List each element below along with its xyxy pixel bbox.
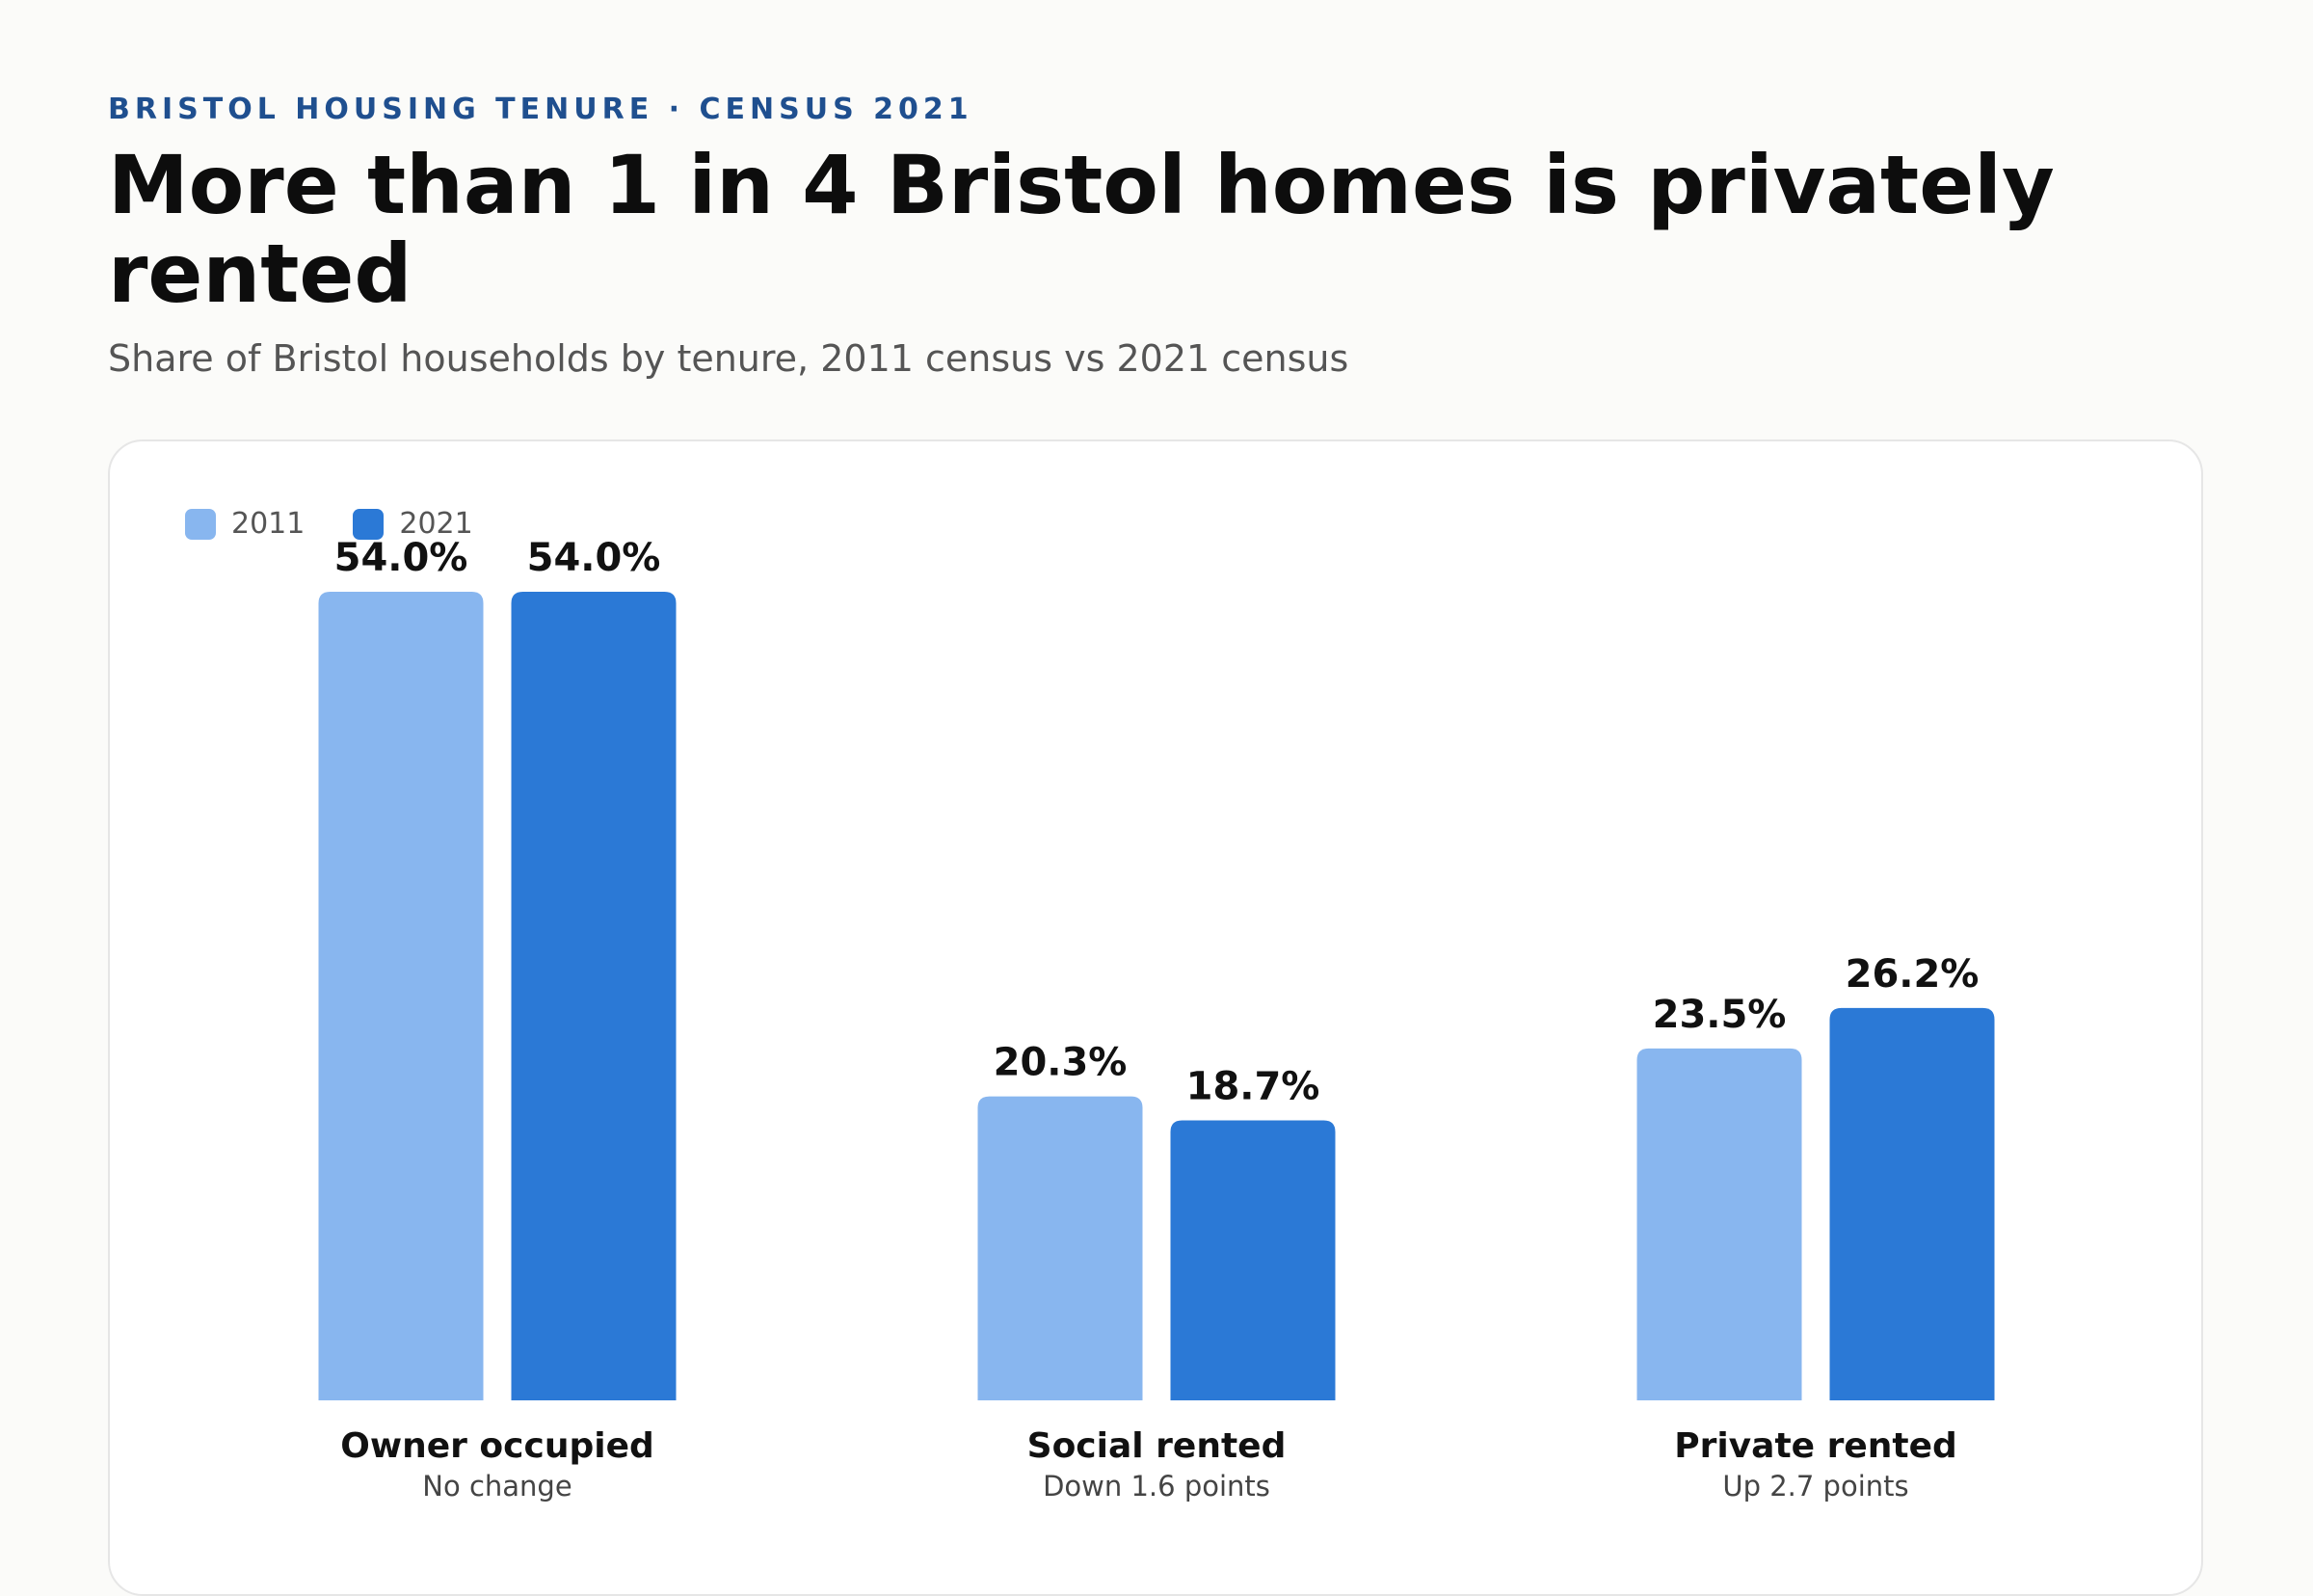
legend-swatch-2021 [353,508,385,540]
value-label-owner-occupied-2021: 54.0% [527,536,661,580]
category-label-social-rented: Social rented [1027,1426,1287,1466]
legend-item-2011: 2011 [185,507,305,541]
value-label-social-rented-2011: 20.3% [994,1041,1128,1085]
category-note-social-rented: Down 1.6 points [1043,1470,1270,1503]
value-label-owner-occupied-2011: 54.0% [334,536,468,580]
bar-private-rented-2011 [1636,1048,1802,1400]
category-label-owner-occupied: Owner occupied [340,1426,654,1466]
value-label-private-rented-2021: 26.2% [1846,952,1980,997]
value-label-social-rented-2021: 18.7% [1186,1064,1320,1108]
legend-item-2021: 2021 [353,507,473,541]
legend-label-2021: 2021 [399,507,473,541]
value-label-private-rented-2011: 23.5% [1653,993,1787,1037]
category-note-private-rented: Up 2.7 points [1722,1470,1908,1503]
chart-subtitle: Share of Bristol households by tenure, 2… [108,337,1349,380]
bar-chart: 54.0% 54.0% Owner occupied No change 20.3% 18… [318,536,1995,1503]
bar-private-rented-2021 [1829,1007,1995,1400]
bar-social-rented-2011 [977,1096,1143,1400]
category-label-private-rented: Private rented [1674,1426,1957,1466]
legend-label-2011: 2011 [231,507,306,541]
bar-social-rented-2021 [1170,1120,1336,1400]
bar-owner-occupied-2011 [318,592,484,1400]
category-note-owner-occupied: No change [422,1470,572,1503]
bar-owner-occupied-2021 [511,592,677,1400]
chart-headline: More than 1 in 4 Bristol homes is privat… [108,138,2055,321]
legend-swatch-2011 [185,508,216,540]
eyebrow-label: BRISTOL HOUSING TENURE · CENSUS 2021 [108,93,973,126]
chart-legend: 2011 2021 [185,507,473,541]
